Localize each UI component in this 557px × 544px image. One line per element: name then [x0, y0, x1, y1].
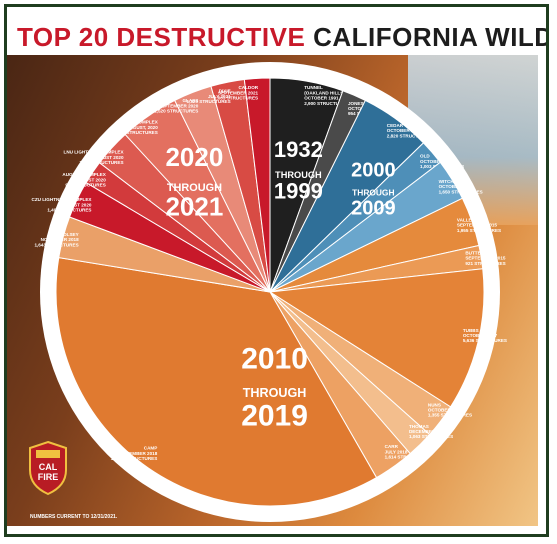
era-label-1: 2000 THROUGH 2009: [351, 160, 396, 220]
wildfire-pie-chart: TUNNEL (OAKLAND HILLS) OCTOBER 1991 2,900 S…: [32, 62, 507, 522]
logo-line1: CAL: [39, 462, 58, 472]
slice-label-north-complex: NORTH COMPLEX AUGUST, 2020 2,352 STRUCTURE…: [114, 120, 159, 135]
cal-fire-shield-icon: CAL FIRE: [29, 440, 67, 496]
slice-label-woolsey: WOOLSEY NOVEMBER 2018 1,643 STRUCTURES: [34, 232, 79, 247]
era-label-3: 2020 THROUGH 2021: [165, 142, 223, 221]
slice-label-butte: BUTTE SEPTEMBER 2015 921 STRUCTURES: [465, 251, 506, 266]
logo-line2: FIRE: [38, 472, 59, 482]
slice-label-glass: GLASS SEPTEMBER 2020 1,520 STRUCTURES: [154, 98, 199, 113]
slice-label-lnu-lightning-complex: LNU LIGHTNING COMPLEX AUGUST 2020 1,491 ST…: [64, 150, 125, 165]
slice-label-camp: CAMP NOVEMBER 2018 18,804 STRUCTURES: [111, 446, 158, 461]
footnote: NUMBERS CURRENT TO 12/31/2021.: [30, 514, 118, 520]
slice-label-august-complex: AUGUST COMPLEX AUGUST 2020 935 STRUCTURES: [62, 172, 106, 187]
slice-label-cedar: CEDAR OCTOBER 2003 2,820 STRUCTURES: [387, 123, 431, 138]
pie-slice-tubbs: [268, 268, 485, 408]
pie-slice-camp: [55, 257, 378, 507]
slice-label-thomas: THOMAS DECEMBER 2017 1,063 STRUCTURES: [409, 424, 453, 439]
era-label-2: 2010 THROUGH 2019: [241, 343, 308, 433]
slice-label-nuns: NUNS OCTOBER 2017 1,355 STRUCTURES: [428, 402, 472, 417]
title-red-part: TOP 20 DESTRUCTIVE: [17, 22, 306, 52]
slice-label-czu-lightning-complex: CZU LIGHTNING COMPLEX AUGUST 2020 1,490 ST…: [32, 197, 93, 212]
slice-label-caldor: CALDOR SEPTEMBER 2021 1,003 STRUCTURES: [214, 85, 259, 100]
page-title: TOP 20 DESTRUCTIVE CALIFORNIA WILDFIRES: [17, 17, 546, 57]
slice-label-witch: WITCH OCTOBER 2007 1,650 STRUCTURES: [439, 179, 483, 194]
slice-label-dixie: DIXIE JULY 2021 1,329 STRUCTURES: [187, 89, 232, 104]
slice-label-valley: VALLEY SEPTEMBER 2015 1,955 STRUCTURES: [457, 217, 501, 232]
slice-label-tubbs: TUBBS OCTOBER 2017 5,636 STRUCTURES: [463, 328, 507, 343]
pie-slice-caldor: [243, 77, 271, 293]
slice-label-carr: CARR JULY 2018 1,614 STRUCTURES: [385, 444, 429, 459]
title-dark-part: CALIFORNIA WILDFIRES: [313, 22, 549, 52]
era-label-0: 1932 THROUGH 1999: [274, 137, 323, 204]
slice-label-tunnel: TUNNEL (OAKLAND HILLS) OCTOBER 1991 2,900 S…: [304, 85, 348, 106]
